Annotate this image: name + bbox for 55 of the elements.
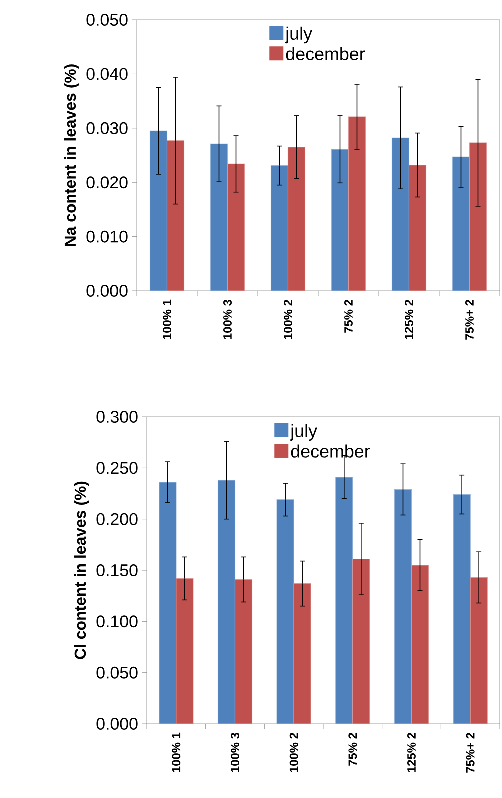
y-tick-label: 0.050 [86, 14, 128, 26]
x-tick-label: 125% 2 [408, 733, 416, 772]
bar [294, 584, 312, 724]
bar [348, 116, 366, 292]
x-tick-label: 100% 3 [231, 732, 240, 772]
y-tick-label: 0.000 [86, 285, 128, 298]
y-tick-label: 0.150 [96, 564, 138, 577]
y-tick-label: 0.100 [96, 616, 138, 628]
bar [210, 144, 228, 292]
bar [408, 164, 427, 292]
x-tick-label: 75% 2 [348, 733, 358, 766]
x-tick-label: 100% 3 [224, 300, 232, 340]
bar [176, 578, 194, 724]
y-axis-title: Cl content in leaves (%) [74, 482, 90, 660]
x-tick-label: 125% 2 [405, 300, 414, 340]
bar [218, 480, 236, 724]
y-tick-label: 0.010 [86, 230, 128, 243]
y-tick-label: 0.050 [96, 666, 138, 679]
x-tick-label: 100% 1 [172, 732, 181, 772]
bar [270, 166, 289, 292]
x-tick-label: 100% 2 [290, 733, 298, 772]
bar [234, 579, 253, 724]
y-axis-title: Na content in leaves (%) [64, 64, 80, 246]
bar [288, 147, 306, 292]
y-tick-label: 0.030 [86, 122, 128, 134]
x-tick-label: 100% 1 [163, 300, 172, 340]
legend-label: december [291, 444, 370, 458]
legend-label: december [286, 47, 366, 61]
x-tick-label: 75%+ 2 [466, 733, 475, 773]
bar [150, 130, 168, 292]
y-tick-label: 0.000 [96, 718, 138, 730]
bar [352, 558, 370, 724]
y-tick-label: 0.250 [96, 462, 138, 474]
bar [411, 565, 430, 724]
bar [227, 164, 246, 292]
legend-label: july [290, 424, 318, 441]
bar [331, 149, 350, 292]
bar [470, 577, 488, 724]
bar [453, 494, 471, 724]
x-tick-label: 75% 2 [344, 300, 353, 333]
bar [394, 489, 412, 724]
y-tick-label: 0.300 [96, 411, 138, 424]
bar [469, 142, 488, 292]
bar [452, 156, 470, 292]
bar [336, 477, 354, 724]
legend-label: july [285, 26, 312, 44]
y-tick-label: 0.020 [86, 176, 128, 189]
bar [276, 500, 294, 724]
bar [166, 140, 185, 292]
x-tick-label: 75%+ 2 [466, 300, 474, 340]
bar [392, 138, 410, 292]
y-tick-label: 0.040 [86, 68, 128, 80]
y-tick-label: 0.200 [96, 513, 138, 526]
x-tick-label: 100% 2 [284, 300, 292, 340]
bar [159, 482, 177, 724]
